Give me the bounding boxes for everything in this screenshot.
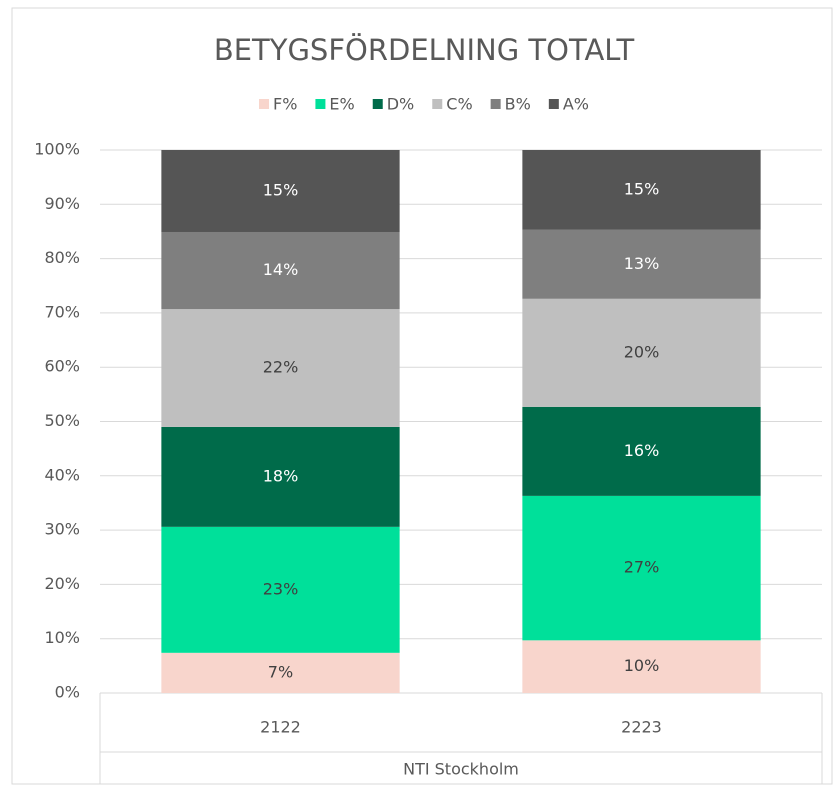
legend-label: C% — [446, 95, 472, 114]
bar-segment — [522, 298, 761, 407]
legend-label: D% — [387, 95, 415, 114]
bar-segment — [522, 150, 761, 230]
data-label: 22% — [263, 358, 299, 377]
y-tick-label: 70% — [44, 302, 80, 321]
x-tick-label: 2223 — [621, 718, 662, 737]
bar-segment — [161, 526, 400, 653]
data-label: 20% — [624, 342, 660, 361]
bar-segment — [161, 150, 400, 232]
data-label: 16% — [624, 441, 660, 460]
y-tick-label: 40% — [44, 465, 80, 484]
legend-label: A% — [563, 95, 589, 114]
legend-label: F% — [273, 95, 297, 114]
legend-label: B% — [505, 95, 531, 114]
data-label: 15% — [263, 180, 299, 199]
legend-swatch — [548, 99, 559, 109]
data-label: 7% — [268, 662, 293, 681]
legend-swatch — [259, 99, 270, 109]
x-tick-label: 2122 — [260, 718, 301, 737]
y-tick-label: 20% — [44, 574, 80, 593]
y-tick-label: 0% — [55, 683, 80, 702]
data-label: 13% — [624, 254, 660, 273]
bar-segment — [522, 495, 761, 641]
bar-segment — [161, 309, 400, 427]
data-label: 18% — [263, 466, 299, 485]
bar-segment — [522, 229, 761, 299]
data-label: 23% — [263, 579, 299, 598]
y-tick-label: 30% — [44, 520, 80, 539]
bar-segment — [161, 231, 400, 310]
y-tick-label: 90% — [44, 194, 80, 213]
chart-title: BETYGSFÖRDELNING TOTALT — [214, 33, 635, 67]
data-label: 10% — [624, 656, 660, 675]
legend-swatch — [490, 99, 501, 109]
legend-swatch — [432, 99, 443, 109]
y-tick-label: 60% — [44, 357, 80, 376]
x-axis-label: NTI Stockholm — [403, 760, 519, 779]
data-label: 15% — [624, 179, 660, 198]
data-label: 14% — [263, 260, 299, 279]
bar-segment — [161, 652, 400, 693]
bar-segment — [522, 640, 761, 693]
data-label: 27% — [624, 558, 660, 577]
legend-swatch — [315, 99, 326, 109]
bar-segment — [522, 406, 761, 496]
legend-label: E% — [329, 95, 354, 114]
bar-segment — [161, 426, 400, 527]
legend-swatch — [372, 99, 383, 109]
y-tick-label: 10% — [44, 628, 80, 647]
y-tick-label: 100% — [34, 140, 80, 159]
y-tick-label: 50% — [44, 411, 80, 430]
y-tick-label: 80% — [44, 248, 80, 267]
